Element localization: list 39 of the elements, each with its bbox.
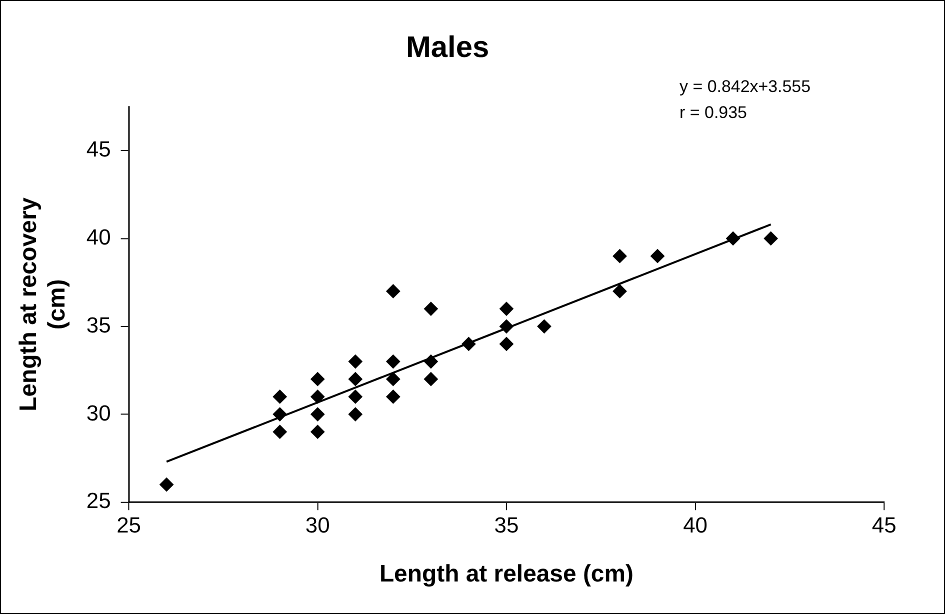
point (386, 390, 400, 404)
point (310, 407, 325, 422)
point (348, 390, 362, 404)
y-tick-label: 40 (86, 224, 111, 250)
x-tick-label: 45 (872, 512, 896, 538)
y-axis-title: Length at recovery (cm) (14, 196, 71, 412)
point (310, 390, 325, 404)
point (348, 372, 362, 386)
y-tick-label: 45 (86, 136, 111, 162)
x-tick-label: 35 (494, 512, 519, 538)
point (310, 372, 325, 386)
point (348, 354, 362, 369)
x-tick-label: 25 (116, 512, 142, 538)
point (386, 284, 400, 298)
point (764, 232, 778, 246)
point (650, 249, 665, 264)
x-tick-label: 30 (305, 512, 330, 538)
point (386, 354, 400, 369)
point (612, 284, 627, 298)
text: y = 0.842x+3.555 (680, 76, 811, 96)
y-tick-label: 25 (86, 488, 111, 514)
point (348, 407, 362, 422)
point (537, 319, 552, 334)
point (160, 478, 174, 492)
x-tick-label: 40 (683, 512, 708, 538)
point (499, 336, 514, 351)
y-tick-label: 30 (86, 400, 111, 426)
point (612, 249, 627, 264)
point (272, 424, 287, 439)
chart-title: Males (406, 31, 490, 64)
x-axis-title: Length at release (cm) (379, 560, 634, 588)
point (424, 302, 438, 316)
point (310, 424, 325, 439)
point (424, 372, 438, 386)
point (272, 390, 287, 404)
y-tick-label: 35 (86, 312, 111, 338)
point (499, 302, 514, 316)
annotation: r = 0.935 (680, 102, 747, 122)
point (386, 372, 400, 386)
